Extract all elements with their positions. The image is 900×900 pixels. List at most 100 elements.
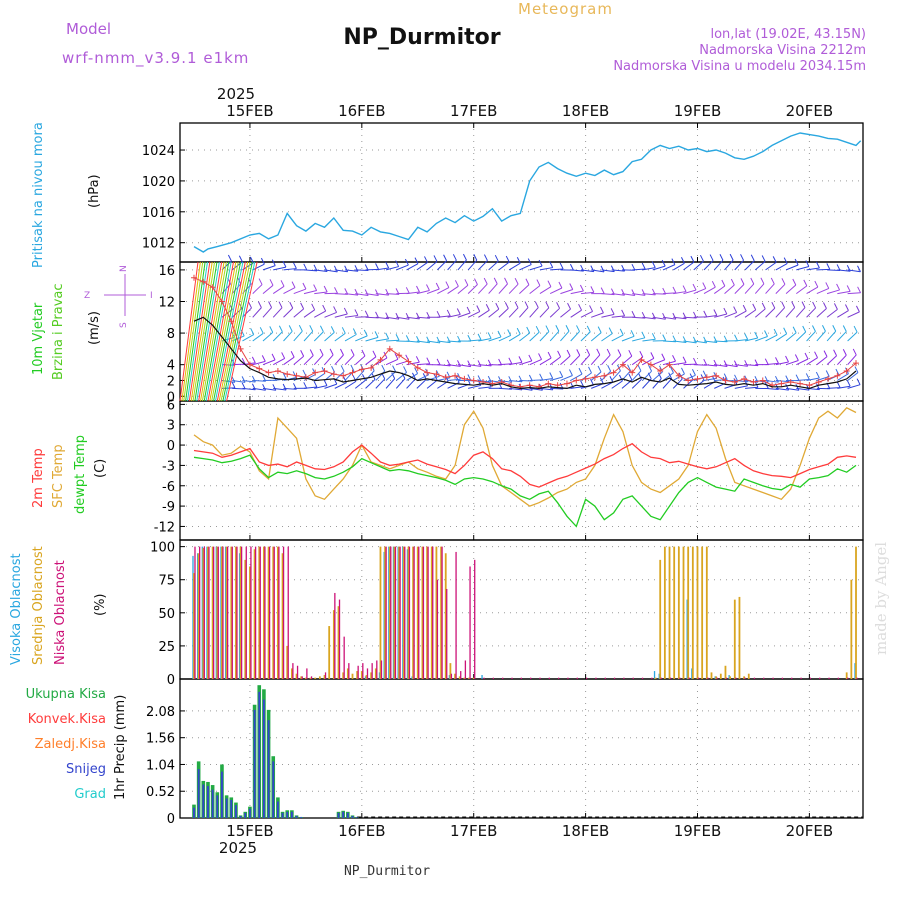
wind-barb <box>632 293 646 296</box>
wind-barb-feather <box>723 373 728 380</box>
wind-barb <box>498 335 511 342</box>
precip-snow-bar <box>337 812 340 818</box>
wind-barb <box>786 387 800 391</box>
wind-barb-feather <box>474 278 478 285</box>
wind-barb <box>385 358 399 366</box>
wind-barb <box>314 291 328 295</box>
wind-barb <box>734 259 744 271</box>
wind-barb <box>365 370 375 381</box>
wind-barb <box>427 340 441 344</box>
wind-barb <box>426 261 438 271</box>
wind-barb-feather <box>680 257 685 264</box>
wind-gust-marker <box>209 284 216 291</box>
wind-barb-feather <box>648 364 653 372</box>
wind-barb-feather <box>466 306 471 314</box>
wind-barb <box>806 357 818 366</box>
wind-barb-feather <box>504 277 508 285</box>
wind-barb-feather <box>303 263 308 271</box>
wind-barb-feather <box>773 328 778 336</box>
wind-barb-feather <box>825 370 830 377</box>
wind-gust-marker <box>778 380 785 387</box>
wind-barb-feather <box>651 261 656 268</box>
wind-barb <box>765 362 779 366</box>
model-elevation-text: Nadmorska Visina u modelu 2034.15m <box>613 59 866 74</box>
wind-fan-line <box>222 261 253 402</box>
wind-barb-feather <box>227 254 232 262</box>
wind-barb-feather <box>292 262 297 269</box>
wind-barb-feather <box>241 376 246 383</box>
wind-gust-marker <box>321 367 328 374</box>
wind-barb <box>611 334 624 342</box>
wind-barb-feather <box>703 336 708 344</box>
y-tick-label: 2.08 <box>146 705 175 720</box>
wind-barb-feather <box>497 330 502 338</box>
wind-barb <box>478 386 492 389</box>
wind-barb-feather <box>709 254 714 261</box>
wind-barb <box>262 387 276 391</box>
wind-barb-feather <box>525 278 530 285</box>
wind-barb-feather <box>508 376 513 383</box>
wind-barb <box>313 354 324 366</box>
wind-barb <box>273 358 285 366</box>
y-tick-label: 4 <box>167 359 175 374</box>
wind-barb-feather <box>721 279 726 287</box>
wind-barb-feather <box>761 302 766 310</box>
wind-barb <box>816 356 828 366</box>
y-tick-label: -3 <box>162 459 175 474</box>
wind-barb-feather <box>854 366 859 373</box>
wind-barb <box>529 387 543 391</box>
wind-barb-feather <box>504 302 509 309</box>
y-tick-label: -12 <box>154 520 175 535</box>
wind-barb <box>560 355 571 366</box>
wind-barb-feather <box>498 358 503 366</box>
wind-barb <box>334 382 347 389</box>
top-date-label: 15FEB <box>226 102 273 120</box>
wind-barb <box>529 285 541 294</box>
wind-barb <box>283 387 297 390</box>
wind-barb-feather <box>385 332 390 340</box>
wind-barb <box>816 308 827 318</box>
wind-barb <box>437 377 451 381</box>
wind-barb-feather <box>580 380 585 387</box>
wind-gust-marker <box>657 367 664 374</box>
wind-barb-feather <box>750 254 755 261</box>
wind-barb <box>621 293 635 297</box>
wind-barb <box>560 289 573 295</box>
wind-fan-line <box>185 261 206 402</box>
wind-fan-line <box>211 261 239 402</box>
wind-barb <box>714 313 727 318</box>
wind-fan-line <box>192 261 216 402</box>
wind-barb <box>703 364 718 367</box>
wind-barb-feather <box>483 277 488 285</box>
wind-barb <box>652 371 663 381</box>
footer-station: NP_Durmitor <box>344 864 430 879</box>
wind-barb-feather <box>631 289 636 296</box>
wind-barb <box>283 268 297 271</box>
wind-barb <box>837 310 849 318</box>
wind-barb-feather <box>350 349 355 356</box>
wind-fan-line <box>214 261 244 402</box>
wind-barb <box>590 371 602 381</box>
wind-barb <box>826 289 840 295</box>
wind-barb-feather <box>568 369 573 376</box>
wind-barb-feather <box>395 260 400 267</box>
precip-snow-bar <box>225 798 228 818</box>
wind-barb <box>508 307 519 318</box>
wind-barb-feather <box>250 328 255 335</box>
wind-barb-feather <box>682 285 687 292</box>
temperature-panel: 6 3 0 -3 -6 -9 -12 <box>154 398 864 541</box>
wind-barb <box>488 283 498 294</box>
wind-barb <box>775 307 785 318</box>
wind-barb-feather <box>801 301 806 308</box>
wind-gust-marker <box>638 356 645 363</box>
wind-fan-line <box>200 261 225 402</box>
compass-rose: N Z I S <box>84 265 153 328</box>
precip-snow-bar <box>295 815 298 818</box>
wind-barb-feather <box>805 260 810 267</box>
wind-barb-feather <box>692 283 697 291</box>
wind-barb <box>539 387 553 391</box>
wind-barb <box>673 362 687 366</box>
wind-barb-feather <box>662 312 667 320</box>
wind-barb <box>468 364 482 367</box>
wind-barb-feather <box>330 326 335 333</box>
